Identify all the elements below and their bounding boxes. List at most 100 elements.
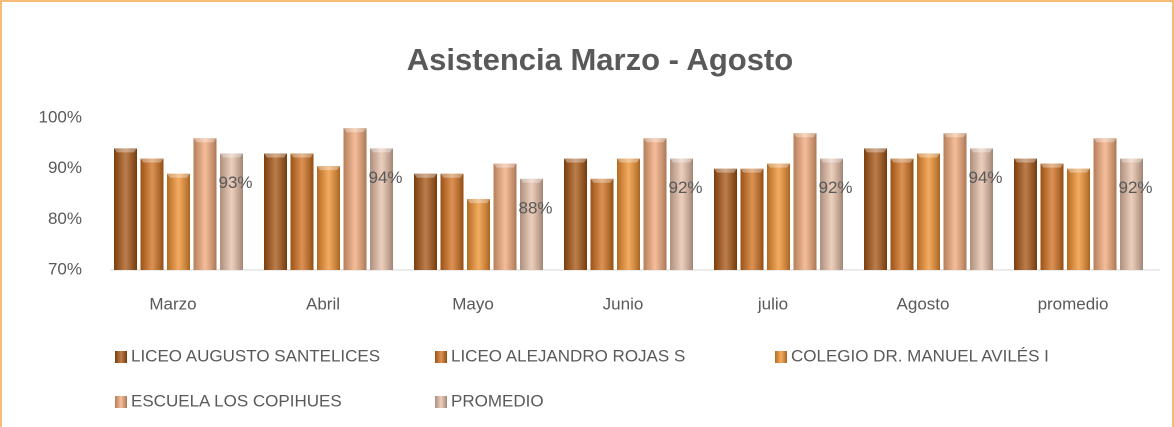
bar — [970, 148, 993, 270]
bar-bevel — [193, 138, 217, 143]
bar-bevel — [740, 168, 764, 173]
bar-bevel — [290, 153, 314, 158]
x-tick-label: Mayo — [452, 294, 494, 313]
bar-bevel — [864, 148, 887, 153]
legend-label: ESCUELA LOS COPIHUES — [131, 391, 342, 410]
bar — [643, 138, 667, 270]
bar — [414, 173, 437, 270]
data-label: 94% — [368, 168, 402, 187]
bar-bevel — [317, 166, 340, 171]
bar-bevel — [617, 158, 640, 163]
bar — [617, 158, 640, 270]
bar — [167, 173, 190, 270]
data-label: 92% — [668, 178, 702, 197]
bar-bevel — [670, 158, 693, 163]
bar — [1093, 138, 1117, 270]
bar-bevel — [767, 163, 790, 168]
legend-swatch-shade — [115, 396, 127, 408]
bar — [520, 178, 543, 270]
x-tick-label: Agosto — [897, 294, 950, 313]
bar — [467, 199, 490, 270]
bar — [1120, 158, 1143, 270]
bar-bevel — [1040, 163, 1064, 168]
bar-bevel — [970, 148, 993, 153]
bar-bevel — [493, 163, 517, 168]
bar — [220, 153, 243, 270]
x-tick-label: Junio — [603, 294, 644, 313]
bar — [264, 153, 287, 270]
bar-bevel — [1120, 158, 1143, 163]
bar — [1067, 168, 1090, 270]
bar — [740, 168, 764, 270]
bar-bevel — [264, 153, 287, 158]
bar-bevel — [467, 199, 490, 204]
x-tick-label: Marzo — [149, 294, 196, 313]
bar — [343, 128, 367, 270]
bar-bevel — [943, 133, 967, 138]
bar — [317, 166, 340, 270]
bar-bevel — [820, 158, 843, 163]
y-tick-label: 100% — [39, 107, 82, 126]
bar — [1014, 158, 1037, 270]
bar-bevel — [714, 168, 737, 173]
legend-label: LICEO ALEJANDRO ROJAS S — [451, 346, 685, 365]
bar — [767, 163, 790, 270]
bar — [793, 133, 817, 270]
bar-bevel — [590, 178, 614, 183]
legend-swatch-shade — [775, 351, 787, 363]
y-tick-label: 70% — [48, 259, 82, 278]
bar — [890, 158, 914, 270]
bar — [440, 173, 464, 270]
bar — [917, 153, 940, 270]
bar-bevel — [793, 133, 817, 138]
x-tick-label: julio — [757, 294, 788, 313]
bar-bevel — [343, 128, 367, 133]
legend-label: LICEO AUGUSTO SANTELICES — [131, 346, 380, 365]
bar-bevel — [917, 153, 940, 158]
bar-bevel — [520, 178, 543, 183]
bar-bevel — [167, 173, 190, 178]
bar-bevel — [564, 158, 587, 163]
bar-bevel — [643, 138, 667, 143]
bar-bevel — [1014, 158, 1037, 163]
bar-bevel — [114, 148, 137, 153]
legend-label: COLEGIO DR. MANUEL AVILÉS I — [791, 346, 1049, 365]
data-label: 93% — [218, 173, 252, 192]
bar-bevel — [140, 158, 164, 163]
legend-swatch-shade — [435, 396, 447, 408]
y-tick-label: 80% — [48, 209, 82, 228]
bar-bevel — [414, 173, 437, 178]
bar-bevel — [370, 148, 393, 153]
bar-bevel — [220, 153, 243, 158]
bar — [670, 158, 693, 270]
y-tick-label: 90% — [48, 158, 82, 177]
data-label: 92% — [1118, 178, 1152, 197]
bar — [864, 148, 887, 270]
bar — [290, 153, 314, 270]
bar-bevel — [440, 173, 464, 178]
data-label: 92% — [818, 178, 852, 197]
bar — [590, 178, 614, 270]
legend-label: PROMEDIO — [451, 391, 544, 410]
bar-bevel — [1093, 138, 1117, 143]
bar — [114, 148, 137, 270]
bar — [370, 148, 393, 270]
bar — [820, 158, 843, 270]
bar-bevel — [890, 158, 914, 163]
x-tick-label: Abril — [306, 294, 340, 313]
chart-title: Asistencia Marzo - Agosto — [407, 42, 793, 77]
bar — [714, 168, 737, 270]
data-label: 88% — [518, 198, 552, 217]
bar — [564, 158, 587, 270]
legend-swatch-shade — [435, 351, 447, 363]
bar — [943, 133, 967, 270]
data-label: 94% — [968, 168, 1002, 187]
bar — [140, 158, 164, 270]
bar — [493, 163, 517, 270]
legend-swatch-shade — [115, 351, 127, 363]
bar — [1040, 163, 1064, 270]
bar-bevel — [1067, 168, 1090, 173]
